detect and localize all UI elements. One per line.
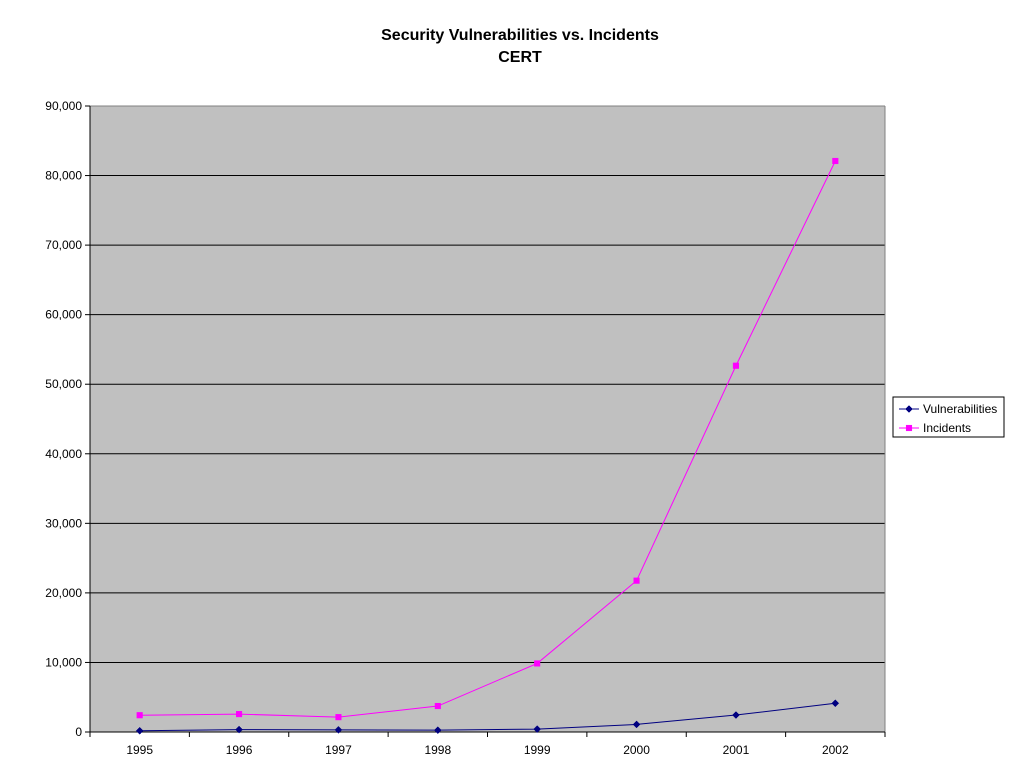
data-point [732, 711, 740, 719]
x-tick-label: 1999 [524, 743, 551, 757]
data-point [334, 725, 343, 734]
y-tick-label: 80,000 [45, 169, 82, 183]
data-point [434, 702, 441, 710]
series-incidents [136, 157, 839, 721]
x-tick-label: 1998 [424, 743, 451, 757]
data-point [235, 725, 243, 734]
x-axis-ticks: 1995 1996 1997 1998 1999 2000 2001 2002 [89, 731, 886, 757]
x-tick-label: 1995 [126, 743, 153, 757]
series-line [139, 160, 836, 718]
legend-item: Vulnerabilities [899, 402, 997, 416]
x-tick-label: 2001 [723, 743, 750, 757]
legend: Vulnerabilities Incidents [892, 396, 1005, 438]
data-point [533, 725, 542, 733]
legend-marker [905, 424, 913, 432]
legend-item: Incidents [899, 421, 971, 435]
plot-area [90, 106, 885, 732]
x-tick-label: 1997 [325, 743, 352, 757]
y-tick-label: 60,000 [45, 308, 82, 322]
x-tick-label: 1996 [226, 743, 253, 757]
series-line [139, 702, 836, 732]
data-point [135, 726, 144, 735]
data-point [633, 577, 640, 584]
chart-title: Security Vulnerabilities vs. Incidents [381, 27, 659, 44]
x-tick-label: 2002 [822, 743, 849, 757]
y-tick-label: 20,000 [45, 586, 82, 600]
data-point [236, 711, 243, 718]
legend-marker [905, 405, 913, 413]
data-point [732, 362, 739, 369]
series-group [135, 157, 840, 735]
y-tick-label: 70,000 [45, 238, 82, 252]
series-vulnerabilities [135, 699, 840, 735]
y-axis-ticks: 0 10,000 20,000 30,000 40,000 50,000 60,000 70,… [45, 99, 91, 739]
y-tick-label: 30,000 [45, 516, 82, 530]
data-point [136, 712, 143, 719]
y-tick-label: 40,000 [45, 447, 82, 461]
gridlines [90, 105, 886, 732]
data-point [433, 726, 442, 735]
x-tick-label: 2000 [623, 743, 650, 757]
legend-label: Vulnerabilities [923, 402, 997, 416]
data-point [832, 157, 839, 165]
y-tick-label: 50,000 [45, 377, 82, 391]
data-point [632, 720, 641, 729]
data-point [534, 660, 541, 667]
chart-subtitle: CERT [498, 49, 542, 66]
y-tick-label: 90,000 [45, 99, 82, 113]
legend-label: Incidents [923, 421, 971, 435]
y-tick-label: 0 [75, 725, 82, 739]
y-tick-label: 10,000 [45, 655, 82, 669]
data-point [831, 699, 840, 708]
data-point [335, 714, 342, 721]
